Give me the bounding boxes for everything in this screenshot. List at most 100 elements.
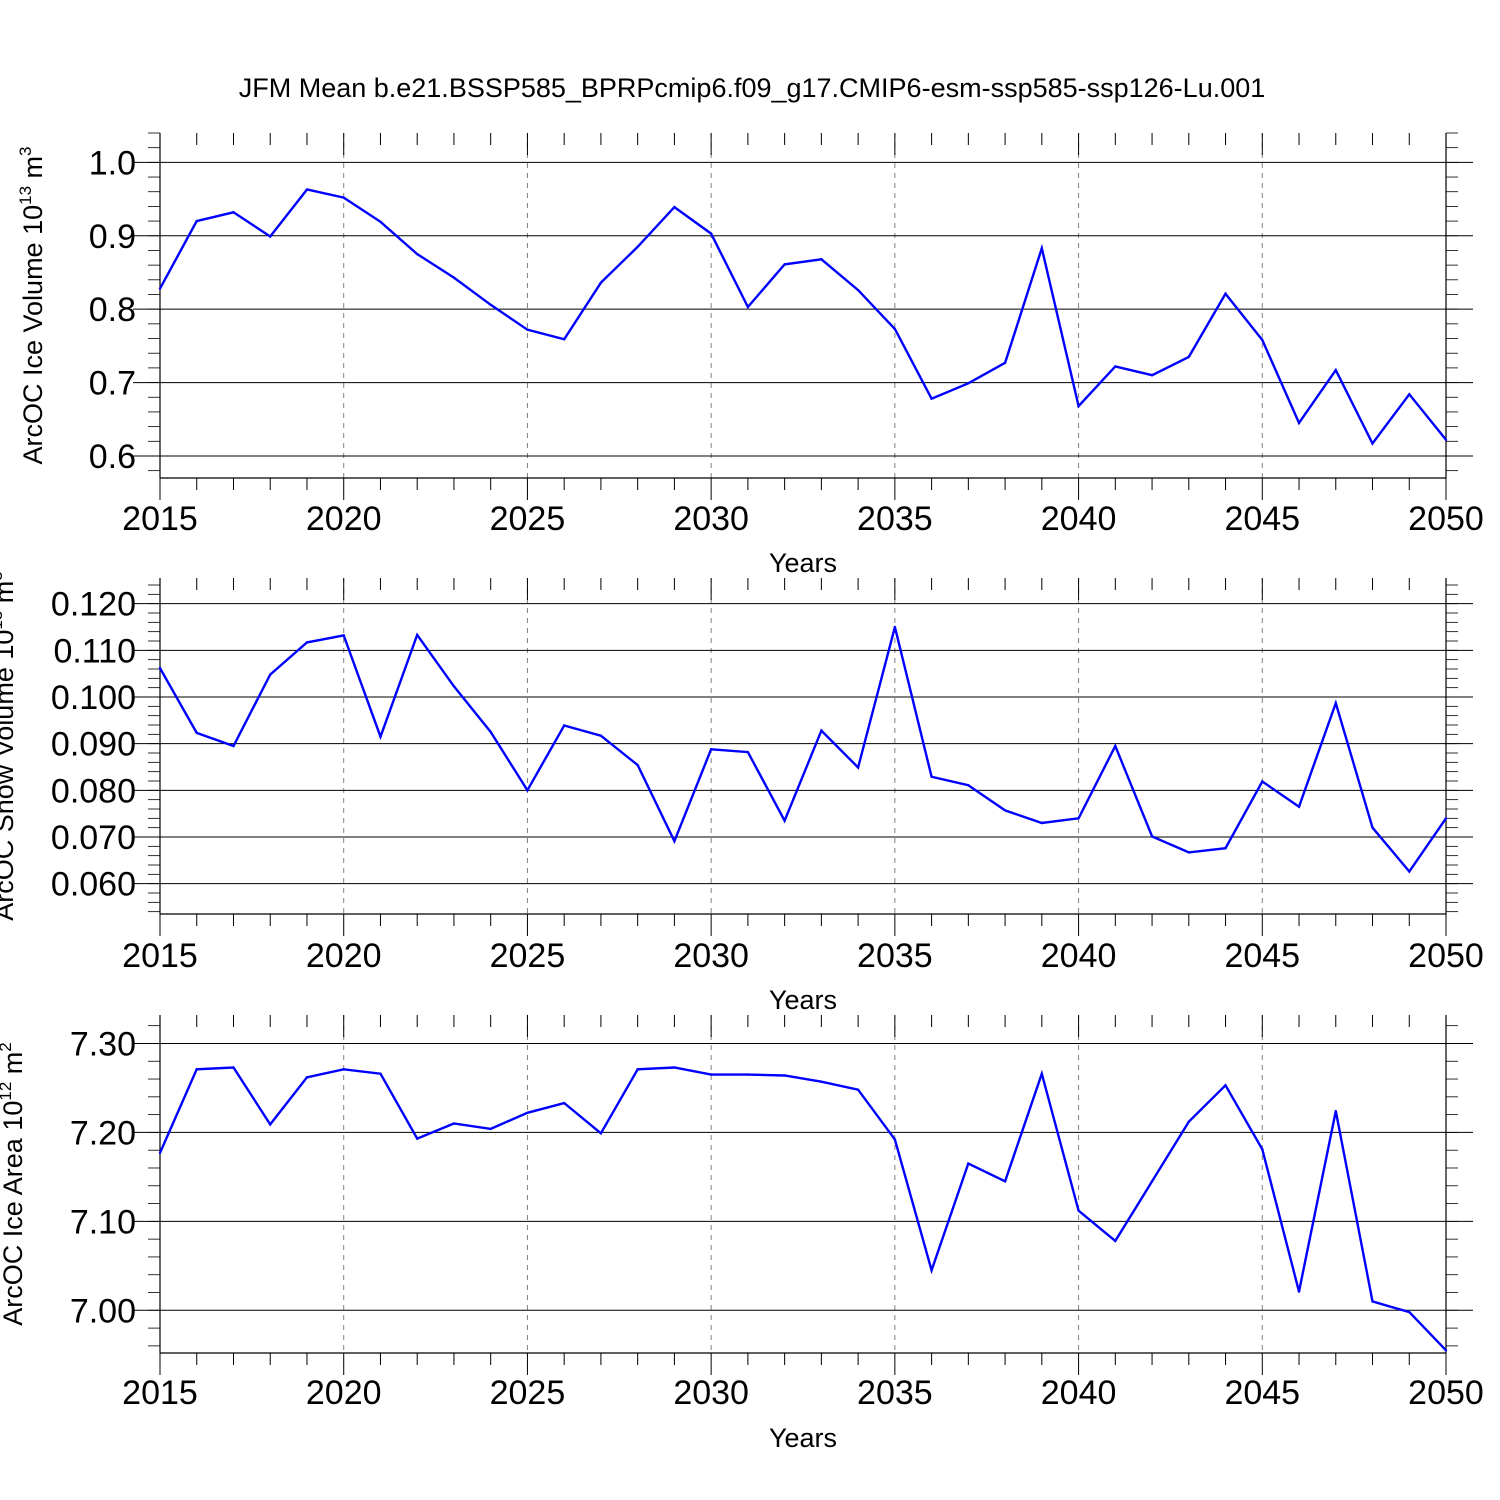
data-point [1261,1148,1264,1151]
y-tick-label: 0.6 [89,438,136,476]
data-point [1444,438,1448,442]
data-point [1297,1290,1301,1293]
data-point [1371,826,1374,829]
data-point [967,784,970,787]
data-point [1444,817,1448,820]
data-point [746,305,750,309]
data-point [1003,809,1007,812]
data-point [1187,355,1191,359]
data-point [305,641,309,644]
data-point [1187,851,1191,854]
data-point [305,1076,309,1079]
data-point [820,1080,823,1083]
y-axis-label: ArcOC Ice Volume 1013 m3 [16,146,48,464]
y-axis-label: ArcOC Snow Volume 1013 m3 [0,571,19,921]
y-tick-label: 0.110 [53,632,136,670]
x-tick-label: 2045 [1224,500,1300,538]
data-point [1224,847,1227,850]
data-point [416,252,419,256]
data-point [1297,421,1301,425]
figure-title: JFM Mean b.e21.BSSP585_BPRPcmip6.f09_g17… [239,73,1266,103]
series-line-0 [158,188,1447,446]
y-tick-label: 0.8 [89,291,136,329]
data-point [856,1088,860,1091]
data-point [599,281,603,284]
x-tick-label: 2040 [1041,1374,1117,1412]
data-point [1444,1349,1448,1352]
data-point [1003,1180,1007,1183]
y-tick-label: 7.00 [70,1292,136,1330]
x-tick-label: 2020 [306,1374,382,1412]
data-point [636,763,639,767]
data-point [232,744,235,748]
data-point [1224,292,1227,295]
data-point [342,1068,345,1071]
data-point [783,819,786,822]
data-point [1040,1072,1044,1075]
data-point [416,633,419,637]
data-point [452,276,456,279]
y-tick-label: 0.060 [51,866,136,904]
data-point [1077,404,1080,408]
data-point [1077,1209,1080,1212]
data-point [452,1122,456,1125]
data-point [232,211,235,214]
data-point [1408,870,1411,873]
data-point [856,288,860,292]
data-point [489,1127,492,1131]
data-point [967,1162,970,1165]
y-tick-label: 0.120 [51,586,136,624]
data-point [305,188,309,191]
data-point [158,287,162,290]
x-tick-label: 2015 [122,937,198,975]
x-tick-label: 2015 [122,500,198,538]
x-tick-label: 2030 [673,1374,749,1412]
data-point [1150,1180,1154,1183]
data-point [562,338,566,341]
data-point [967,382,970,385]
x-tick-label: 2040 [1041,937,1117,975]
data-point [1114,365,1117,368]
y-tick-label: 0.070 [51,819,136,857]
data-point [158,666,162,670]
data-point [1408,1310,1411,1314]
x-axis-label: Years [769,985,837,1015]
data-point [1150,374,1154,377]
data-point [636,245,639,248]
x-tick-label: 2045 [1224,1374,1300,1412]
data-point [1114,1239,1117,1243]
data-point [342,634,345,637]
data-point [1261,338,1264,342]
series-line-0 [158,626,1447,874]
x-tick-label: 2025 [490,1374,566,1412]
y-tick-label: 7.10 [70,1203,136,1241]
x-tick-label: 2030 [673,500,749,538]
x-tick-label: 2045 [1224,937,1300,975]
data-point [562,724,566,727]
data-point [709,232,713,235]
x-tick-label: 2050 [1408,937,1484,975]
data-point [1371,1300,1374,1303]
data-point [195,1068,198,1071]
data-point [930,1269,933,1272]
data-point [1334,368,1337,372]
x-axis-label: Years [769,1423,837,1453]
data-point [893,625,897,629]
data-point [673,205,676,209]
data-point [820,258,823,261]
data-point [1040,821,1044,825]
x-tick-label: 2025 [490,500,566,538]
data-point [342,196,345,199]
y-tick-label: 0.090 [51,726,136,764]
data-point [489,730,492,734]
data-point [379,220,382,224]
data-point [820,729,823,732]
x-tick-label: 2035 [857,500,933,538]
data-point [856,766,860,769]
panel-ice-area: 7.00 7.10 7.20 7.30 2015 2020 2025 2030 2035 2040… [0,1015,1484,1453]
data-point [1261,780,1264,783]
data-point [1334,701,1337,705]
data-point [709,1073,713,1076]
x-axis-label: Years [769,548,837,578]
